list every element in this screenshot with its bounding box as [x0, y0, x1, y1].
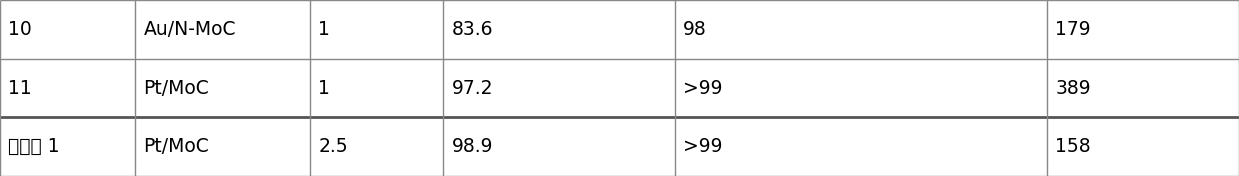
Text: 389: 389: [1056, 78, 1090, 98]
Text: 179: 179: [1056, 20, 1090, 39]
Text: 98.9: 98.9: [451, 137, 493, 156]
Text: 1: 1: [318, 78, 330, 98]
Text: 97.2: 97.2: [451, 78, 493, 98]
Text: 10: 10: [7, 20, 32, 39]
Text: 11: 11: [7, 78, 32, 98]
Text: Pt/MoC: Pt/MoC: [144, 137, 209, 156]
Text: 83.6: 83.6: [451, 20, 493, 39]
Text: 对比例 1: 对比例 1: [7, 137, 59, 156]
Text: 1: 1: [318, 20, 330, 39]
Text: Pt/MoC: Pt/MoC: [144, 78, 209, 98]
Text: >99: >99: [683, 78, 722, 98]
Text: 158: 158: [1056, 137, 1090, 156]
Text: >99: >99: [683, 137, 722, 156]
Text: Au/N-MoC: Au/N-MoC: [144, 20, 235, 39]
Text: 98: 98: [683, 20, 706, 39]
Text: 2.5: 2.5: [318, 137, 348, 156]
